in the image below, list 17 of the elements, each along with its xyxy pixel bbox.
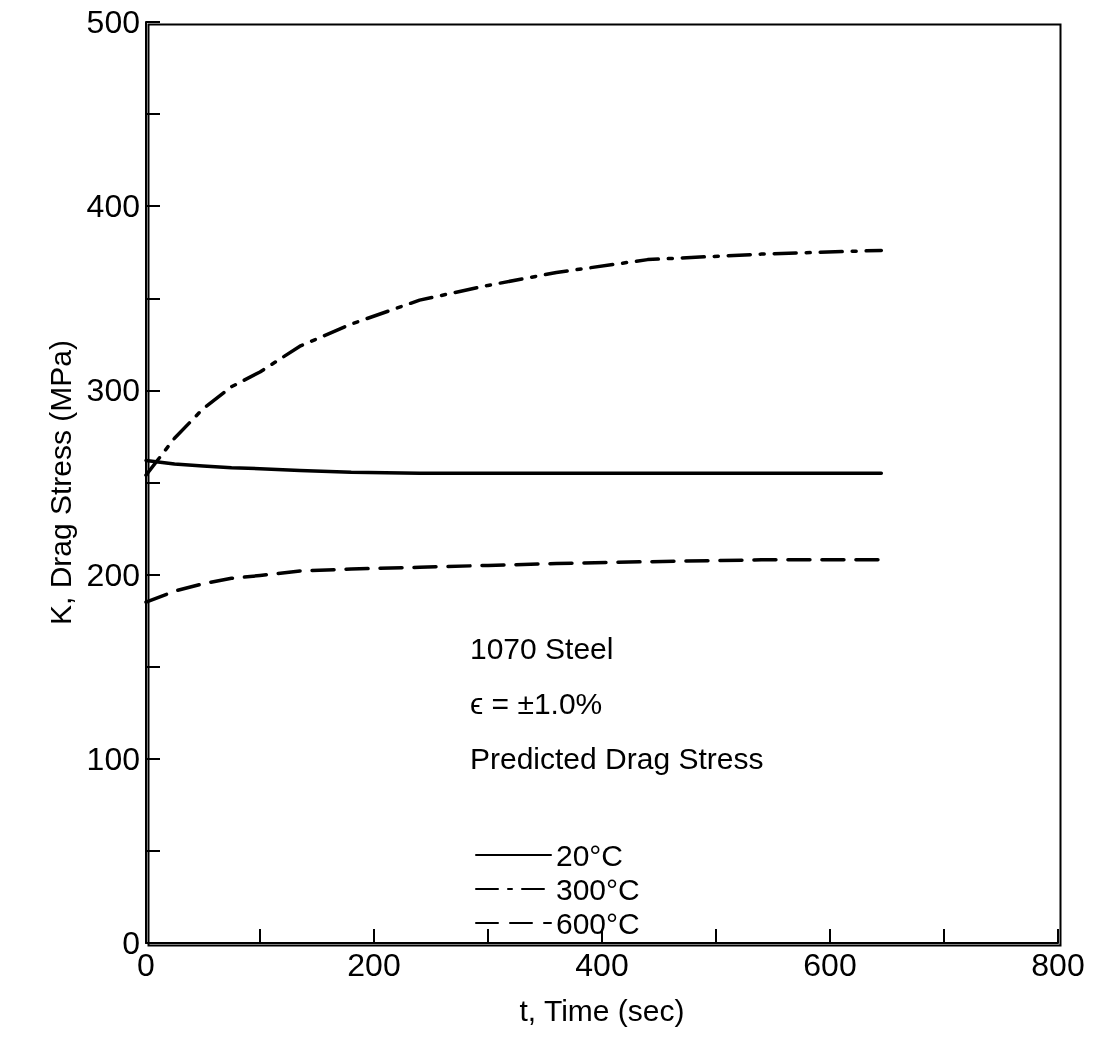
legend-label: 20°C (556, 838, 624, 872)
annotation: ϵ = ±1.0% (470, 686, 603, 720)
y-tick-label: 400 (86, 188, 140, 225)
x-axis-title: t, Time (sec) (519, 993, 685, 1027)
legend-label: 600°C (556, 906, 640, 940)
annotation: 1070 Steel (470, 631, 614, 665)
y-tick-label: 500 (86, 4, 140, 40)
x-tick-label: 800 (1031, 947, 1085, 983)
legend-title: Predicted Drag Stress (470, 741, 764, 775)
x-tick-label: 400 (575, 947, 629, 983)
y-tick-label: 100 (86, 740, 140, 777)
x-tick-label: 200 (347, 947, 401, 983)
y-tick-label: 200 (86, 556, 140, 593)
x-tick-label: 600 (803, 947, 857, 983)
y-axis-title: K, Drag Stress (MPa) (44, 339, 78, 626)
y-tick-label: 300 (86, 372, 140, 409)
legend-label: 300°C (556, 872, 640, 906)
